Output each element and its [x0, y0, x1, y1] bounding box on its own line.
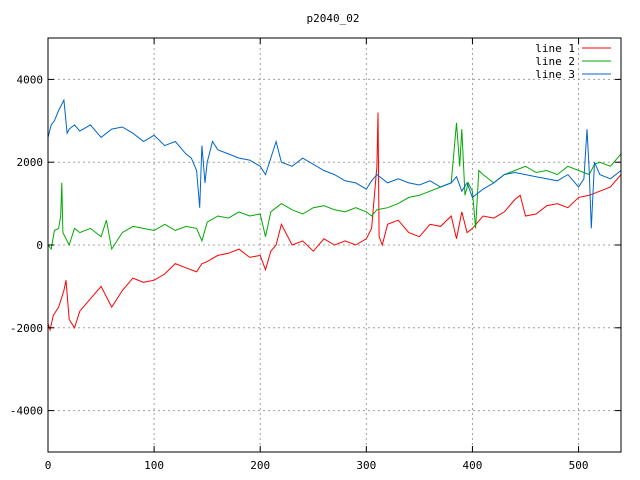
x-tick-label: 500 [569, 459, 589, 472]
series-line-2 [47, 122, 622, 251]
axis-ticks: 0 100 200 300 400 500 -4000 -2000 0 2000 4000 [10, 38, 621, 472]
x-tick-label: 100 [144, 459, 164, 472]
y-tick-label: -2000 [10, 322, 43, 335]
chart-title: p2040_02 [307, 12, 360, 25]
series-line-3 [47, 98, 622, 229]
x-tick-label: 300 [356, 459, 376, 472]
y-tick-label: 4000 [17, 73, 44, 86]
legend-label-1: line 1 [535, 42, 575, 55]
series-group [47, 98, 622, 332]
y-tick-label: 2000 [17, 156, 44, 169]
legend-label-3: line 3 [535, 68, 575, 81]
series-line-1 [47, 112, 622, 332]
y-tick-label: -4000 [10, 405, 43, 418]
x-tick-label: 0 [45, 459, 52, 472]
x-tick-label: 200 [250, 459, 270, 472]
legend-label-2: line 2 [535, 55, 575, 68]
y-tick-label: 0 [36, 239, 43, 252]
x-tick-label: 400 [463, 459, 483, 472]
